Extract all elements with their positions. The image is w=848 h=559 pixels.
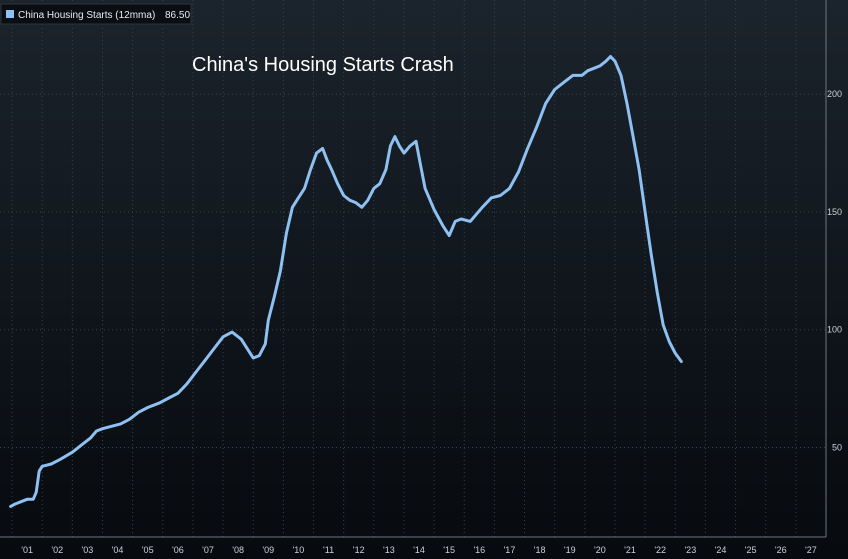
x-tick-label: '10 [293,545,305,555]
y-tick-label: 50 [832,443,842,453]
legend-last-value: 86.50 [165,10,190,21]
x-tick-label: '04 [112,545,124,555]
series-line-housing-starts [9,55,683,508]
legend-label: China Housing Starts (12mma) [18,10,155,21]
x-tick-label: '22 [654,545,666,555]
chart-title: China's Housing Starts Crash [192,54,454,76]
x-tick-labels: '01 '02 '03 '04 '05 '06 '07 '08 '09 '10 '11 '12 '13 '… [21,545,817,555]
x-tick-label: '15 [443,545,455,555]
legend-swatch [6,10,14,18]
x-tick-label: '25 [745,545,757,555]
x-tick-label: '24 [715,545,727,555]
x-tick-label: '16 [473,545,485,555]
y-tick-labels: 50 100 150 200 [827,89,842,452]
x-tick-label: '14 [413,545,425,555]
x-tick-label: '08 [232,545,244,555]
x-tick-label: '17 [504,545,516,555]
x-tick-label: '06 [172,545,184,555]
x-tick-label: '23 [684,545,696,555]
x-tick-label: '13 [383,545,395,555]
x-tick-label: '05 [142,545,154,555]
legend: China Housing Starts (12mma) 86.50 [0,3,192,25]
x-tick-label: '27 [805,545,817,555]
x-tick-label: '21 [624,545,636,555]
x-tick-label: '01 [21,545,33,555]
x-tick-label: '18 [534,545,546,555]
series-lines [9,55,683,508]
y-tick-label: 150 [827,207,842,217]
y-tick-label: 200 [827,89,842,99]
x-tick-label: '20 [594,545,606,555]
grid [0,0,826,537]
x-tick-label: '07 [202,545,214,555]
x-tick-label: '11 [323,545,334,555]
legend-background [0,3,192,25]
axes [0,0,827,538]
x-tick-label: '12 [353,545,365,555]
x-tick-label: '02 [51,545,63,555]
x-tick-label: '03 [82,545,94,555]
x-tick-label: '09 [262,545,274,555]
x-tick-label: '26 [775,545,787,555]
x-tick-label: '19 [564,545,576,555]
y-tick-label: 100 [827,325,842,335]
